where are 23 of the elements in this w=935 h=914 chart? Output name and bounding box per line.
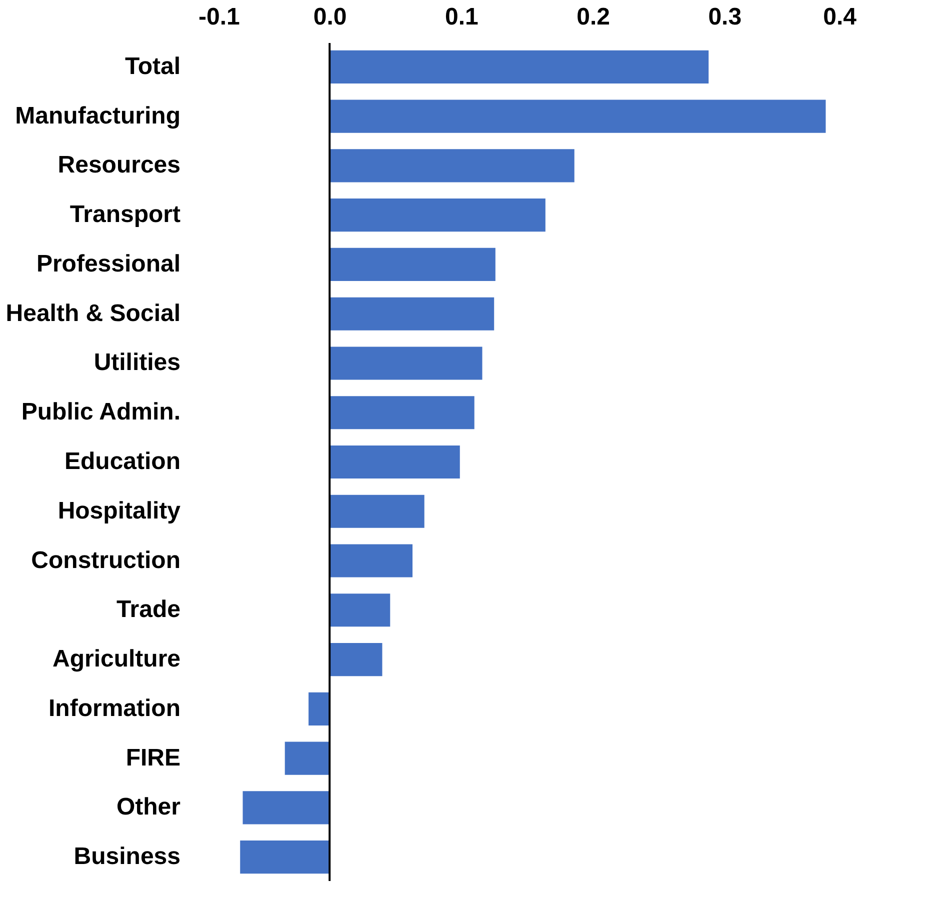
y-tick-label: Manufacturing (15, 102, 180, 130)
y-tick-label: FIRE (126, 744, 180, 772)
y-tick-label: Health & Social (6, 300, 180, 327)
y-tick-label: Public Admin. (21, 398, 180, 426)
y-tick-label: Business (74, 843, 180, 870)
y-tick-label: Information (48, 694, 180, 722)
y-tick-label: Utilities (94, 349, 180, 376)
x-tick-label: 0.0 (313, 4, 347, 30)
y-tick-label: Construction (31, 546, 180, 574)
y-tick-label: Resources (58, 152, 180, 179)
y-tick-label: Professional (36, 250, 180, 278)
x-tick-label: 0.4 (823, 4, 858, 30)
x-tick-label: -0.1 (198, 4, 240, 30)
y-tick-label: Education (64, 448, 180, 475)
y-tick-label: Total (124, 52, 180, 80)
y-tick-label: Transport (70, 201, 181, 228)
x-tick-label: 0.2 (576, 4, 610, 30)
y-tick-label: Trade (116, 596, 180, 624)
x-tick-label: 0.1 (445, 4, 478, 30)
x-tick-label: 0.3 (708, 4, 742, 30)
y-tick-label: Hospitality (58, 497, 182, 524)
y-tick-label: Other (116, 794, 180, 821)
y-tick-label: Agriculture (52, 646, 180, 673)
